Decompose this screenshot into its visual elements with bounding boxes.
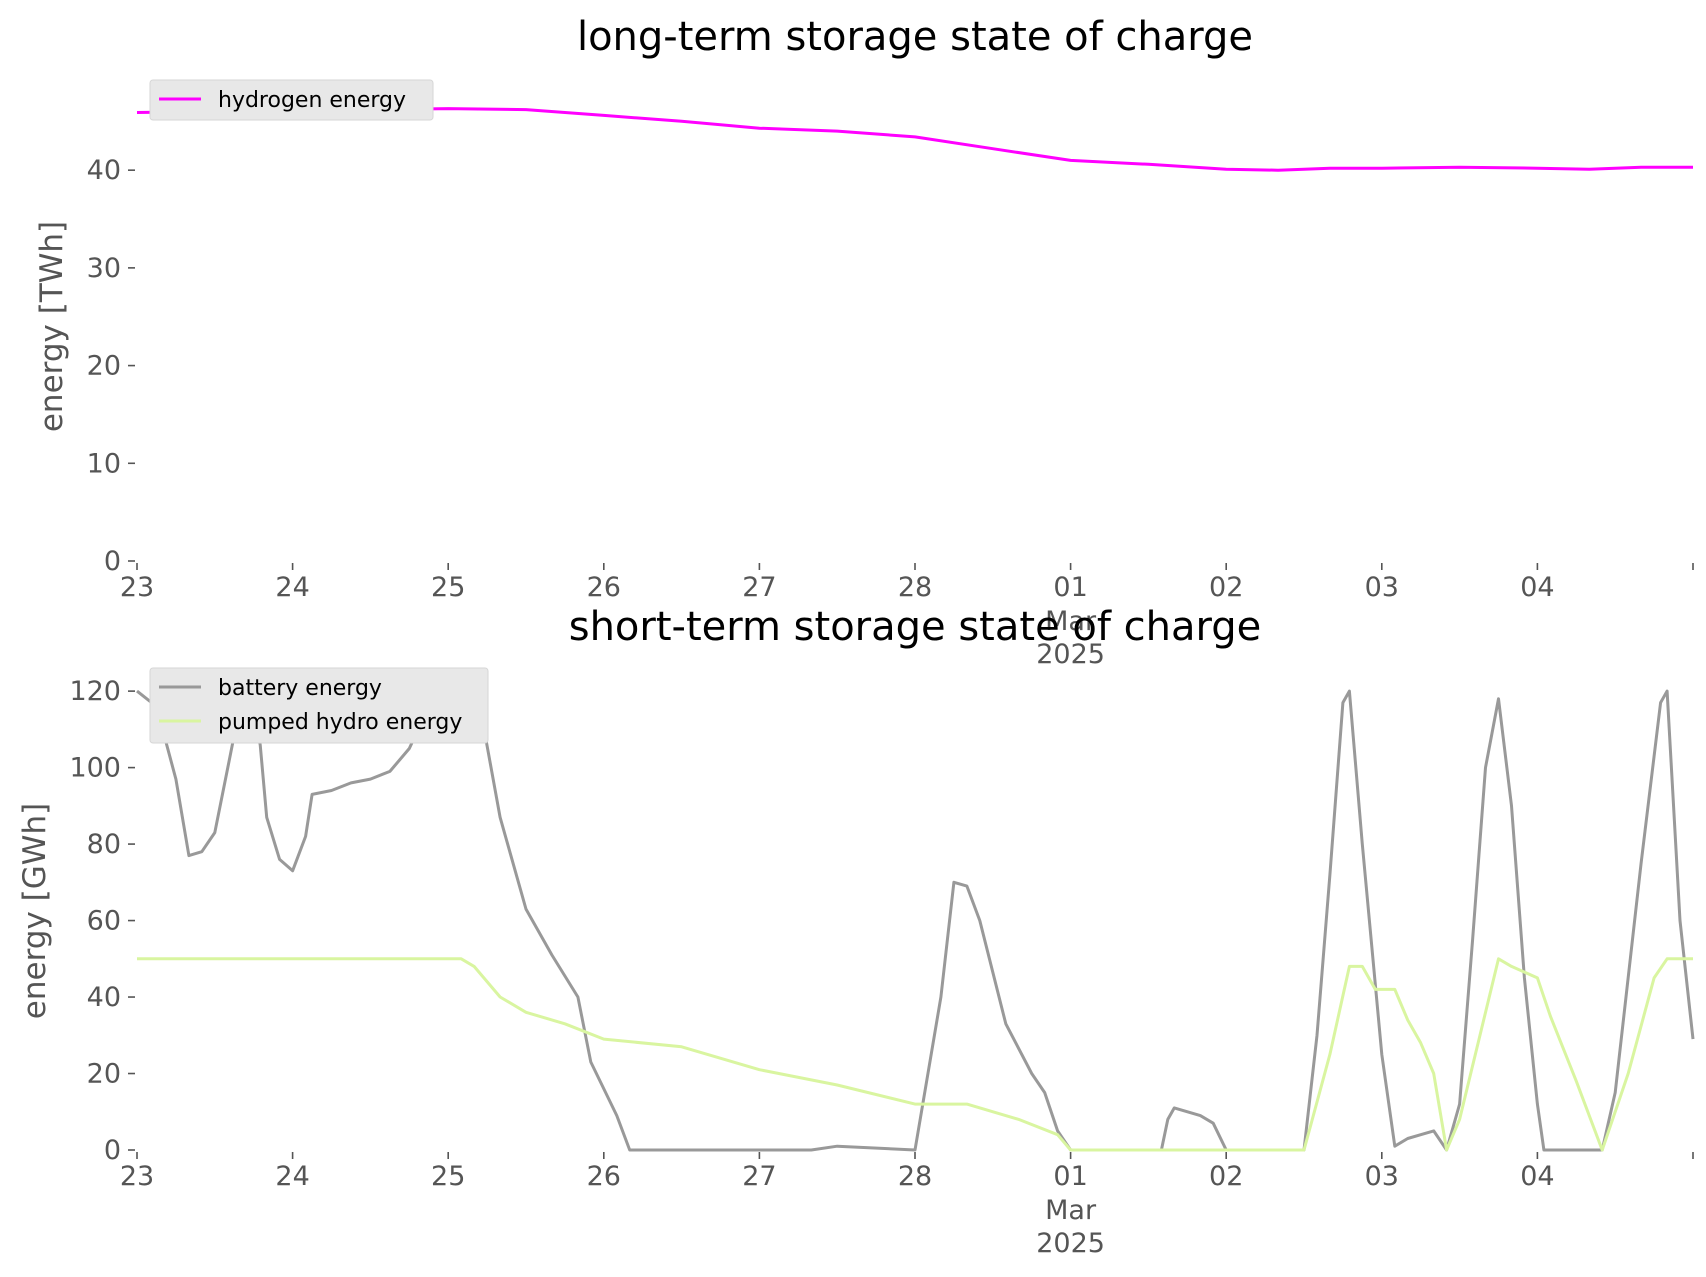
x-tick-label: 27: [742, 572, 776, 603]
x-tick-label: 26: [587, 572, 621, 603]
y-tick-label: 0: [104, 546, 121, 577]
x-tick-label: 02: [1209, 1161, 1243, 1192]
x-tick-label: 01: [1053, 1161, 1087, 1192]
series-line-pumped-hydro-energy: [137, 957, 1693, 1152]
x-tick-sublabel: Mar: [1045, 606, 1097, 637]
chart-title: short-term storage state of charge: [569, 604, 1262, 650]
x-tick-label: 25: [431, 1161, 465, 1192]
x-tick-label: 04: [1520, 1161, 1554, 1192]
x-tick-label: 23: [120, 1161, 154, 1192]
x-tick-label: 24: [275, 1161, 309, 1192]
y-tick-label: 100: [69, 753, 121, 784]
y-tick-label: 80: [87, 829, 121, 860]
x-tick-sublabel: Mar: [1045, 1195, 1097, 1226]
y-tick-label: 20: [87, 1059, 121, 1090]
legend-box: [149, 79, 434, 121]
y-axis-label: energy [TWh]: [34, 221, 70, 432]
y-tick-label: 30: [87, 253, 121, 284]
x-tick-label: 02: [1209, 572, 1243, 603]
y-tick-label: 20: [87, 351, 121, 382]
long-term-storage-panel: long-term storage state of charge energy …: [34, 14, 1694, 670]
x-tick-label: 01: [1053, 572, 1087, 603]
x-tick-label: 03: [1365, 1161, 1399, 1192]
y-axis-label: energy [GWh]: [17, 803, 53, 1019]
short-term-storage-panel: short-term storage state of charge energy…: [17, 604, 1695, 1259]
x-tick-label: 27: [742, 1161, 776, 1192]
legend-label: battery energy: [218, 676, 382, 701]
chart-title: long-term storage state of charge: [577, 14, 1253, 60]
x-tick-sublabel: 2025: [1036, 1228, 1105, 1259]
x-tick-label: 24: [275, 572, 309, 603]
x-tick-label: 25: [431, 572, 465, 603]
y-tick-label: 120: [69, 676, 121, 707]
x-tick-label: 03: [1365, 572, 1399, 603]
x-tick-label: 04: [1520, 572, 1554, 603]
x-tick-label: 26: [587, 1161, 621, 1192]
series-line-battery-energy: [136, 689, 1695, 1152]
x-tick-label: 23: [120, 572, 154, 603]
x-tick-label: 28: [898, 572, 932, 603]
y-tick-label: 40: [87, 982, 121, 1013]
legend-box: [149, 667, 489, 744]
legend-label: pumped hydro energy: [218, 710, 462, 735]
legend-label: hydrogen energy: [218, 88, 406, 113]
y-tick-label: 0: [104, 1135, 121, 1166]
y-tick-label: 40: [87, 155, 121, 186]
x-tick-sublabel: 2025: [1036, 639, 1105, 670]
y-tick-label: 10: [87, 448, 121, 479]
y-tick-label: 60: [87, 906, 121, 937]
x-tick-label: 28: [898, 1161, 932, 1192]
